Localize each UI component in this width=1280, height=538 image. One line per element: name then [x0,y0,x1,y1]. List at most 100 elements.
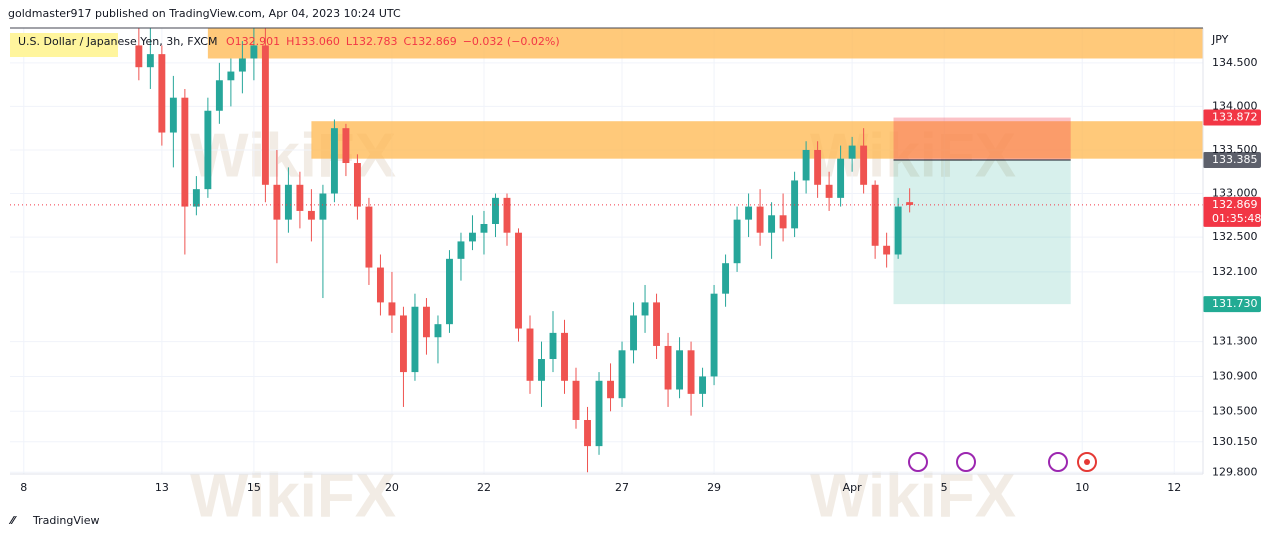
candle-body [330,128,338,194]
candle-body [710,293,718,377]
candle-body [733,219,741,264]
candle-body [871,184,879,246]
candle-body [572,380,580,420]
candle-body [595,380,603,447]
candle-body [388,302,396,316]
candle-body [687,350,695,394]
y-tick-label: 131.300 [1212,335,1258,348]
candle-body [434,324,442,338]
candle-body [515,232,522,329]
candle-body [423,306,430,338]
risk-zone [893,117,1071,160]
symbol: U.S. Dollar / Japanese Yen, 3h, FXCM [18,35,217,48]
x-tick-label: 10 [1075,481,1089,494]
x-tick-label: 29 [707,481,721,494]
candle-body [894,206,902,255]
candle-body [607,380,614,399]
candle-body [630,315,637,351]
candle-body [584,419,591,447]
x-tick-label: Apr [843,481,863,494]
candle-body [653,302,660,346]
candle-body [745,206,753,220]
price-tag [1203,296,1261,313]
candle-body [906,202,914,205]
y-tick-label: 129.800 [1212,465,1258,478]
x-tick-label: 13 [155,481,169,494]
candle-body [676,350,684,390]
zone [311,121,1203,159]
candle-body [446,258,453,325]
candle-body [791,180,799,229]
candle-body [756,206,764,233]
y-tick-label: 133.000 [1212,187,1258,200]
candle-body [284,184,292,220]
candle-body [307,210,315,220]
candle-body [526,328,534,381]
candle-body [181,97,189,207]
candle-body [664,345,672,390]
currency: JPY [1211,33,1229,46]
candle-body [261,45,269,185]
watermark: WikiFX [810,461,1016,530]
candle-body [250,45,258,59]
y-tick-label: 130.150 [1212,435,1258,448]
event-icon [956,452,976,472]
candle-body [883,245,891,255]
candle-body [273,184,281,220]
candle-body [215,80,223,111]
ohlc-value: O132.901 [226,35,280,48]
y-tick-label: 132.500 [1212,230,1258,243]
candle-body [802,149,810,181]
x-tick-label: 22 [477,481,491,494]
y-tick-label: 132.100 [1212,265,1258,278]
candle-body [848,145,856,159]
price-tag [1203,196,1261,227]
candle-body [319,193,327,220]
event-icons [908,452,1097,472]
countdown: 01:35:48 [1212,212,1261,225]
price-tag-label: 133.385 [1212,153,1258,166]
candle-body [204,110,212,190]
candle-body [549,332,557,360]
candle-body [779,215,787,229]
x-tick-label: 27 [615,481,629,494]
event-icon-dot [1084,459,1090,465]
y-tick-label: 133.500 [1212,143,1258,156]
price-tag-label: 132.869 [1212,198,1258,211]
candle-body [618,350,626,399]
candle-body [825,184,833,198]
candle-body [860,145,868,185]
candle-body [135,45,143,68]
candle-body [561,332,568,381]
candle-body [227,71,235,81]
candle-body [376,267,384,303]
x-tick-label: 5 [941,481,948,494]
publisher: goldmaster917 published on TradingView.c… [8,7,401,20]
price-tag-label: 131.730 [1212,297,1258,310]
candle-body [158,54,166,133]
candle-body [837,158,845,198]
candle-body [722,263,730,294]
candle-body [814,149,822,185]
zones [207,28,1203,305]
candle-body [768,215,776,233]
candle-body [192,189,200,207]
candle-body [469,232,476,242]
y-tick-label: 134.000 [1212,99,1258,112]
x-tick-label: 20 [385,481,399,494]
candle-body [353,163,361,207]
event-icon [908,452,928,472]
ohlc: O132.901 H133.060 L132.783 C132.869 −0.032 (… [226,35,560,48]
price-tag [1203,109,1261,126]
watermark: WikiFX [190,461,396,530]
candle-body [169,97,177,133]
candle-body [411,306,419,373]
candle-body [365,206,373,268]
ohlc-value: C132.869 [404,35,457,48]
candles [135,28,914,473]
candle-body [399,315,407,373]
candle-body [457,241,465,259]
